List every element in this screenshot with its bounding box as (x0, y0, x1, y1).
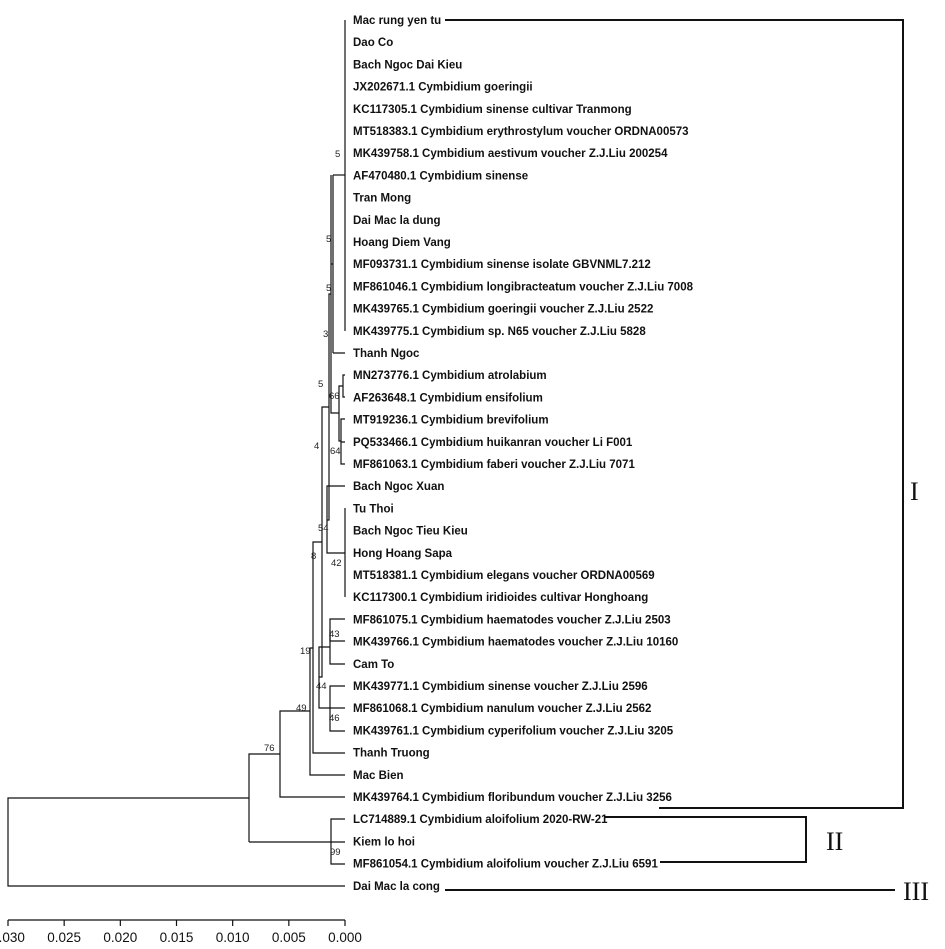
taxon-label: Hong Hoang Sapa (353, 548, 453, 560)
branch (248, 753, 280, 842)
taxon-label: Thanh Ngoc (353, 348, 420, 360)
clade-brackets: I II III (445, 19, 929, 906)
taxon-label: MT518381.1 Cymbidium elegans voucher ORD… (353, 570, 655, 582)
taxon-label: MK439775.1 Cymbidium sp. N65 voucher Z.J… (353, 326, 646, 338)
axis-tick-label: 0.020 (103, 930, 137, 945)
taxon-label: KC117300.1 Cymbidium iridioides cultivar… (353, 592, 648, 604)
taxon-label: Tran Mong (353, 193, 411, 205)
bootstrap-value: 5 (318, 379, 323, 390)
taxon-label: MF861068.1 Cymbidium nanulum voucher Z.J… (353, 703, 651, 715)
bootstrap-value: 46 (329, 713, 340, 724)
taxon-label: Dai Mac la cong (353, 881, 440, 893)
taxon-label: Bach Ngoc Tieu Kieu (353, 526, 468, 538)
axis-tick-label: 0.015 (160, 930, 194, 945)
clade-label-iii: III (903, 877, 929, 906)
axis-tick-label: 0.010 (216, 930, 250, 945)
bootstrap-value: 76 (264, 743, 275, 754)
bootstrap-value: 3 (323, 329, 328, 340)
branch (309, 647, 345, 776)
clade-label-i: I (910, 477, 919, 506)
bootstrap-value: 42 (331, 558, 342, 569)
bootstrap-value: 49 (296, 703, 307, 714)
branch (330, 175, 339, 414)
taxon-label: JX202671.1 Cymbidium goeringii (353, 82, 533, 94)
taxon-label: AF470480.1 Cymbidium sinense (353, 170, 528, 182)
taxon-label: MK439765.1 Cymbidium goeringii voucher Z… (353, 304, 653, 316)
taxon-label: MF861054.1 Cymbidium aloifolium voucher … (353, 859, 658, 871)
taxon-label: Mac Bien (353, 770, 404, 782)
taxon-label: MF093731.1 Cymbidium sinense isolate GBV… (353, 259, 651, 271)
clade-label-ii: II (826, 827, 843, 856)
taxon-label: MF861046.1 Cymbidium longibracteatum vou… (353, 281, 694, 293)
branch (340, 418, 345, 465)
taxon-label: AF263648.1 Cymbidium ensifolium (353, 392, 543, 404)
clade-ii-bracket (605, 816, 807, 863)
bootstrap-value: 19 (300, 646, 311, 657)
bootstrap-value: 5 (335, 149, 340, 160)
branch (329, 630, 345, 665)
bootstrap-value: 5 (326, 234, 331, 245)
taxon-label: Hoang Diem Vang (353, 237, 451, 249)
taxon-label: MF861075.1 Cymbidium haematodes voucher … (353, 614, 671, 626)
taxon-label: Tu Thoi (353, 503, 394, 515)
taxon-label: Kiem lo hoi (353, 836, 415, 848)
distance-scale-axis: 0.030 0.025 0.020 0.015 0.010 0.005 0.000 (0, 919, 362, 945)
axis-tick-label: 0.025 (47, 930, 81, 945)
axis-tick-label: 0.030 (0, 930, 25, 945)
taxon-label: MK439764.1 Cymbidium floribundum voucher… (353, 792, 672, 804)
taxon-label: MK439761.1 Cymbidium cyperifolium vouche… (353, 725, 674, 737)
taxon-label: MK439766.1 Cymbidium haematodes voucher … (353, 637, 678, 649)
bootstrap-value: 5 (326, 283, 331, 294)
clade-i-bracket (445, 19, 904, 809)
bootstrap-value: 8 (311, 551, 316, 562)
taxon-label: MK439758.1 Cymbidium aestivum voucher Z.… (353, 148, 668, 160)
branch (332, 175, 345, 354)
taxon-label: Bach Ngoc Xuan (353, 481, 444, 493)
bootstrap-value: 54 (318, 523, 329, 534)
taxon-label: KC117305.1 Cymbidium sinense cultivar Tr… (353, 104, 632, 116)
taxon-label: Bach Ngoc Dai Kieu (353, 59, 462, 71)
branch (342, 374, 345, 398)
bootstrap-value: 43 (329, 629, 340, 640)
branch (329, 685, 345, 732)
branch (326, 485, 345, 554)
taxon-label: MT919236.1 Cymbidium brevifolium (353, 415, 549, 427)
taxon-label: MF861063.1 Cymbidium faberi voucher Z.J.… (353, 459, 635, 471)
taxon-label: PQ533466.1 Cymbidium huikanran voucher L… (353, 437, 633, 449)
taxon-labels: Mac rung yen tu Dao Co Bach Ngoc Dai Kieu J… (353, 15, 694, 893)
taxon-label: Dao Co (353, 37, 393, 49)
branch (343, 508, 346, 597)
taxon-label: Thanh Truong (353, 748, 430, 760)
taxon-label: MT518383.1 Cymbidium erythrostylum vouch… (353, 126, 689, 138)
taxon-label: MK439771.1 Cymbidium sinense voucher Z.J… (353, 681, 648, 693)
tree-branches (7, 20, 346, 887)
bootstrap-value: 66 (329, 391, 340, 402)
branch-root (7, 797, 345, 887)
taxon-label: Dai Mac la dung (353, 215, 441, 227)
bootstrap-value: 44 (316, 681, 327, 692)
taxon-label: Mac rung yen tu (353, 15, 441, 27)
taxon-label: MN273776.1 Cymbidium atrolabium (353, 370, 547, 382)
bootstrap-value: 99 (330, 847, 341, 858)
bootstrap-values: 5 5 5 3 5 66 4 64 54 42 8 43 19 44 46 49 76 99 (264, 149, 342, 858)
bootstrap-value: 64 (330, 446, 341, 457)
taxon-label: LC714889.1 Cymbidium aloifolium 2020-RW-… (353, 814, 608, 826)
bootstrap-value: 4 (314, 441, 319, 452)
axis-tick-label: 0.000 (328, 930, 362, 945)
taxon-label: Cam To (353, 659, 394, 671)
axis-tick-label: 0.005 (272, 930, 306, 945)
